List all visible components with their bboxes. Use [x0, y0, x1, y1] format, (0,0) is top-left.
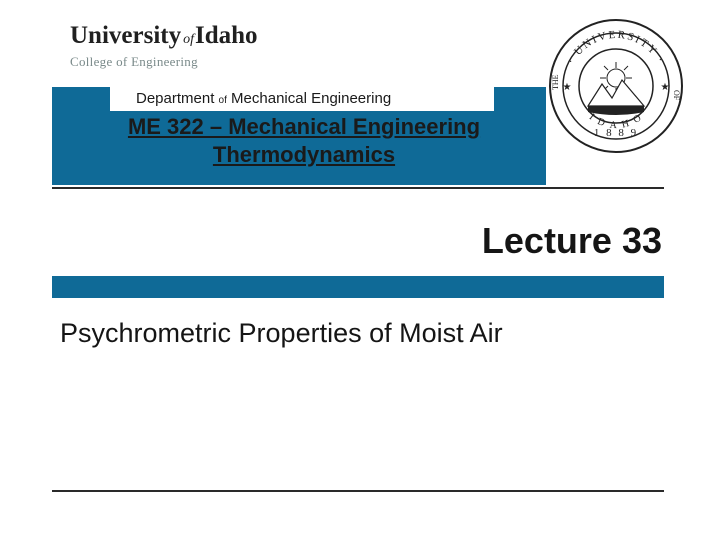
header-band: Department of Mechanical Engineering ME …	[52, 87, 546, 185]
university-logo-block: UniversityofIdaho College of Engineering	[70, 22, 258, 70]
course-line-2: Thermodynamics	[213, 142, 395, 167]
lecture-number: Lecture 33	[482, 220, 662, 262]
slide: UniversityofIdaho College of Engineering…	[0, 0, 720, 540]
dept-text-post: Mechanical Engineering	[227, 90, 391, 107]
dept-text-of: of	[219, 95, 227, 106]
university-name-of: of	[183, 32, 194, 47]
university-name-post: Idaho	[195, 22, 258, 49]
dept-text-pre: Department	[136, 90, 219, 107]
university-name: UniversityofIdaho	[70, 22, 258, 50]
university-name-pre: University	[70, 22, 181, 49]
svg-text:THE: THE	[551, 74, 560, 90]
divider-top	[52, 187, 664, 189]
lecture-topic: Psychrometric Properties of Moist Air	[60, 318, 503, 349]
accent-band	[52, 276, 664, 298]
course-line-1: ME 322 – Mechanical Engineering	[128, 114, 480, 139]
department-strip: Department of Mechanical Engineering	[110, 87, 494, 111]
svg-text:★: ★	[661, 82, 670, 93]
course-title: ME 322 – Mechanical Engineering Thermody…	[104, 113, 504, 168]
svg-text:★: ★	[563, 82, 572, 93]
university-seal-icon: · UNIVERSITY · I D A H O THE OF	[548, 18, 684, 154]
divider-bottom	[52, 490, 664, 492]
seal-year: 1 8 8 9	[594, 127, 638, 139]
svg-text:OF: OF	[672, 90, 681, 101]
college-name: College of Engineering	[70, 54, 258, 70]
